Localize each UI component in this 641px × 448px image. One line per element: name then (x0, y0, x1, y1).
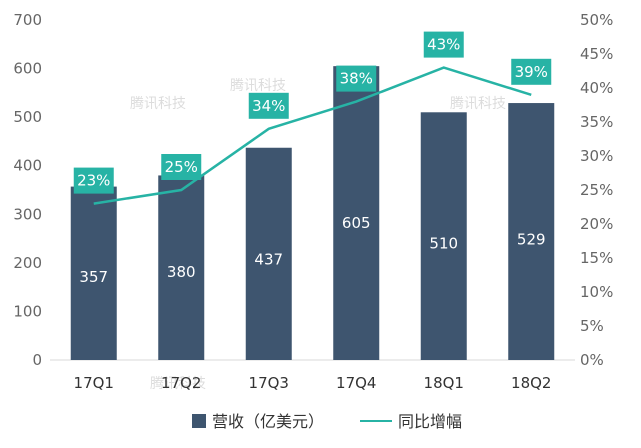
x-axis-categories: 17Q1 17Q2 17Q3 17Q4 18Q1 18Q2 (74, 374, 552, 392)
legend-label-revenue: 营收（亿美元） (212, 412, 324, 431)
right-axis-tick-label: 35% (580, 113, 613, 131)
growth-label-text: 25% (165, 158, 198, 176)
growth-label-badge (248, 92, 289, 119)
left-axis-tick-label: 600 (13, 60, 42, 78)
legend-label-growth: 同比增幅 (398, 412, 462, 431)
revenue-bar-value-label: 529 (517, 230, 546, 248)
right-axis-tick-label: 45% (580, 45, 613, 63)
right-y-axis: 0% 5% 10% 15% 20% 25% 30% 35% 40% 45% 50% (580, 11, 613, 369)
right-axis-tick-label: 25% (580, 181, 613, 199)
left-axis-tick-label: 500 (13, 108, 42, 126)
right-axis-tick-label: 20% (580, 215, 613, 233)
revenue-bar-value-label: 437 (254, 250, 283, 268)
growth-label-text: 39% (515, 63, 548, 81)
watermark-text: 腾讯科技 (450, 95, 506, 112)
growth-label-badge (423, 31, 464, 58)
right-axis-tick-label: 50% (580, 11, 613, 29)
right-axis-tick-label: 5% (580, 317, 604, 335)
watermark-text: 腾讯科技 (150, 375, 206, 392)
x-axis-category-label: 18Q2 (511, 374, 551, 392)
left-axis-tick-label: 0 (32, 351, 42, 369)
revenue-bar (70, 186, 117, 360)
revenue-bar-value-label: 357 (79, 268, 108, 286)
revenue-bar (245, 147, 292, 360)
right-axis-tick-label: 15% (580, 249, 613, 267)
watermark-text: 腾讯科技 (230, 77, 286, 94)
revenue-bar-value-label: 380 (167, 263, 196, 281)
left-axis-tick-label: 400 (13, 157, 42, 175)
growth-line-series: 23% 25% 34% 38% 43% 39% (73, 31, 552, 205)
right-axis-tick-label: 40% (580, 79, 613, 97)
watermark-text: 腾讯科技 (130, 95, 186, 112)
x-axis-category-label: 18Q1 (424, 374, 464, 392)
growth-line (93, 66, 532, 205)
legend: 营收（亿美元） 同比增幅 (192, 412, 462, 431)
revenue-bar (420, 112, 467, 361)
right-axis-tick-label: 10% (580, 283, 613, 301)
left-axis-tick-label: 300 (13, 205, 42, 223)
x-axis-category-label: 17Q3 (249, 374, 289, 392)
right-axis-tick-label: 30% (580, 147, 613, 165)
right-axis-tick-label: 0% (580, 351, 604, 369)
growth-label-text: 34% (252, 97, 285, 115)
growth-label-badge (161, 154, 202, 180)
x-axis-category-label: 17Q1 (74, 374, 114, 392)
legend-swatch-revenue (192, 414, 206, 428)
revenue-bar-value-label: 605 (342, 214, 371, 232)
revenue-bar (508, 103, 555, 361)
growth-label-text: 23% (77, 172, 110, 190)
left-axis-tick-label: 700 (13, 11, 42, 29)
left-y-axis: 0 100 200 300 400 500 600 700 (13, 11, 42, 369)
growth-label-text: 43% (427, 36, 460, 54)
revenue-bar (333, 66, 380, 361)
revenue-bar (158, 175, 205, 360)
x-axis-category-label: 17Q2 (161, 374, 201, 392)
growth-label-badge (73, 167, 114, 194)
left-axis-tick-label: 100 (13, 302, 42, 320)
growth-label-badge (511, 58, 552, 85)
growth-label-badge (336, 65, 377, 92)
growth-label-text: 38% (340, 70, 373, 88)
bars: 357 380 437 605 510 529 (70, 66, 555, 361)
revenue-bar-value-label: 510 (429, 235, 458, 253)
left-axis-tick-label: 200 (13, 254, 42, 272)
x-axis-category-label: 17Q4 (336, 374, 376, 392)
